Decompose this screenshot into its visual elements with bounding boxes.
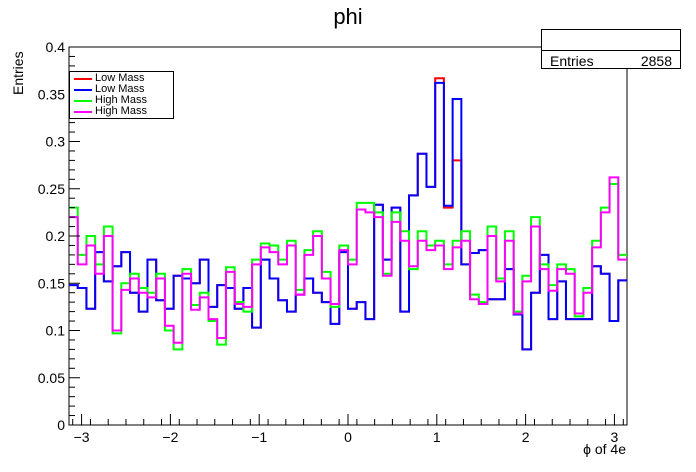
x-tick-label: 0 — [344, 429, 352, 445]
series-line-2 — [69, 183, 627, 351]
ticks-layer: −3 −2 −1 0 1 2 3 0 0.05 0.1 0.15 0.2 0.25 0.3 0.35 0.4 — [38, 39, 624, 445]
x-tick-label: 3 — [611, 429, 619, 445]
legend-item: High Mass — [74, 106, 173, 117]
legend-item: Low Mass — [74, 73, 173, 84]
x-tick-label: 1 — [433, 429, 441, 445]
y-tick-label: 0.25 — [38, 181, 65, 197]
x-tick-label: −1 — [251, 429, 267, 445]
x-tick-label: −3 — [74, 429, 90, 445]
stats-box: Entries 2858 — [541, 29, 681, 69]
legend-label: Low Mass — [95, 72, 145, 84]
stats-row: Entries 2858 — [542, 51, 680, 69]
stats-header — [542, 30, 680, 51]
legend-label: High Mass — [95, 94, 147, 106]
legend-label: Low Mass — [95, 83, 145, 95]
series-layer — [69, 77, 627, 351]
y-tick-label: 0.15 — [38, 275, 65, 291]
x-tick-label: 2 — [522, 429, 530, 445]
legend-label: High Mass — [95, 105, 147, 117]
y-tick-label: 0 — [57, 417, 65, 433]
legend-swatch — [74, 110, 92, 113]
series-line-3 — [69, 176, 627, 344]
legend-swatch — [74, 88, 92, 91]
y-tick-label: 0.35 — [38, 86, 65, 102]
legend-item: Low Mass — [74, 84, 173, 95]
x-tick-label: −2 — [162, 429, 178, 445]
legend-item: High Mass — [74, 95, 173, 106]
y-tick-label: 0.2 — [46, 228, 66, 244]
x-axis-label: ϕ of 4e — [583, 441, 626, 457]
y-axis-label: Entries — [10, 51, 26, 95]
stats-label: Entries — [550, 53, 594, 69]
y-tick-label: 0.3 — [46, 134, 66, 150]
chart-title: phi — [333, 4, 363, 29]
legend-swatch — [74, 77, 92, 80]
legend-swatch — [74, 99, 92, 102]
y-tick-label: 0.1 — [46, 323, 66, 339]
y-tick-label: 0.05 — [38, 370, 65, 386]
stats-value: 2858 — [640, 53, 672, 69]
legend: Low Mass Low Mass High Mass High Mass — [69, 71, 174, 119]
y-tick-label: 0.4 — [46, 39, 66, 55]
series-line-1 — [69, 81, 627, 351]
